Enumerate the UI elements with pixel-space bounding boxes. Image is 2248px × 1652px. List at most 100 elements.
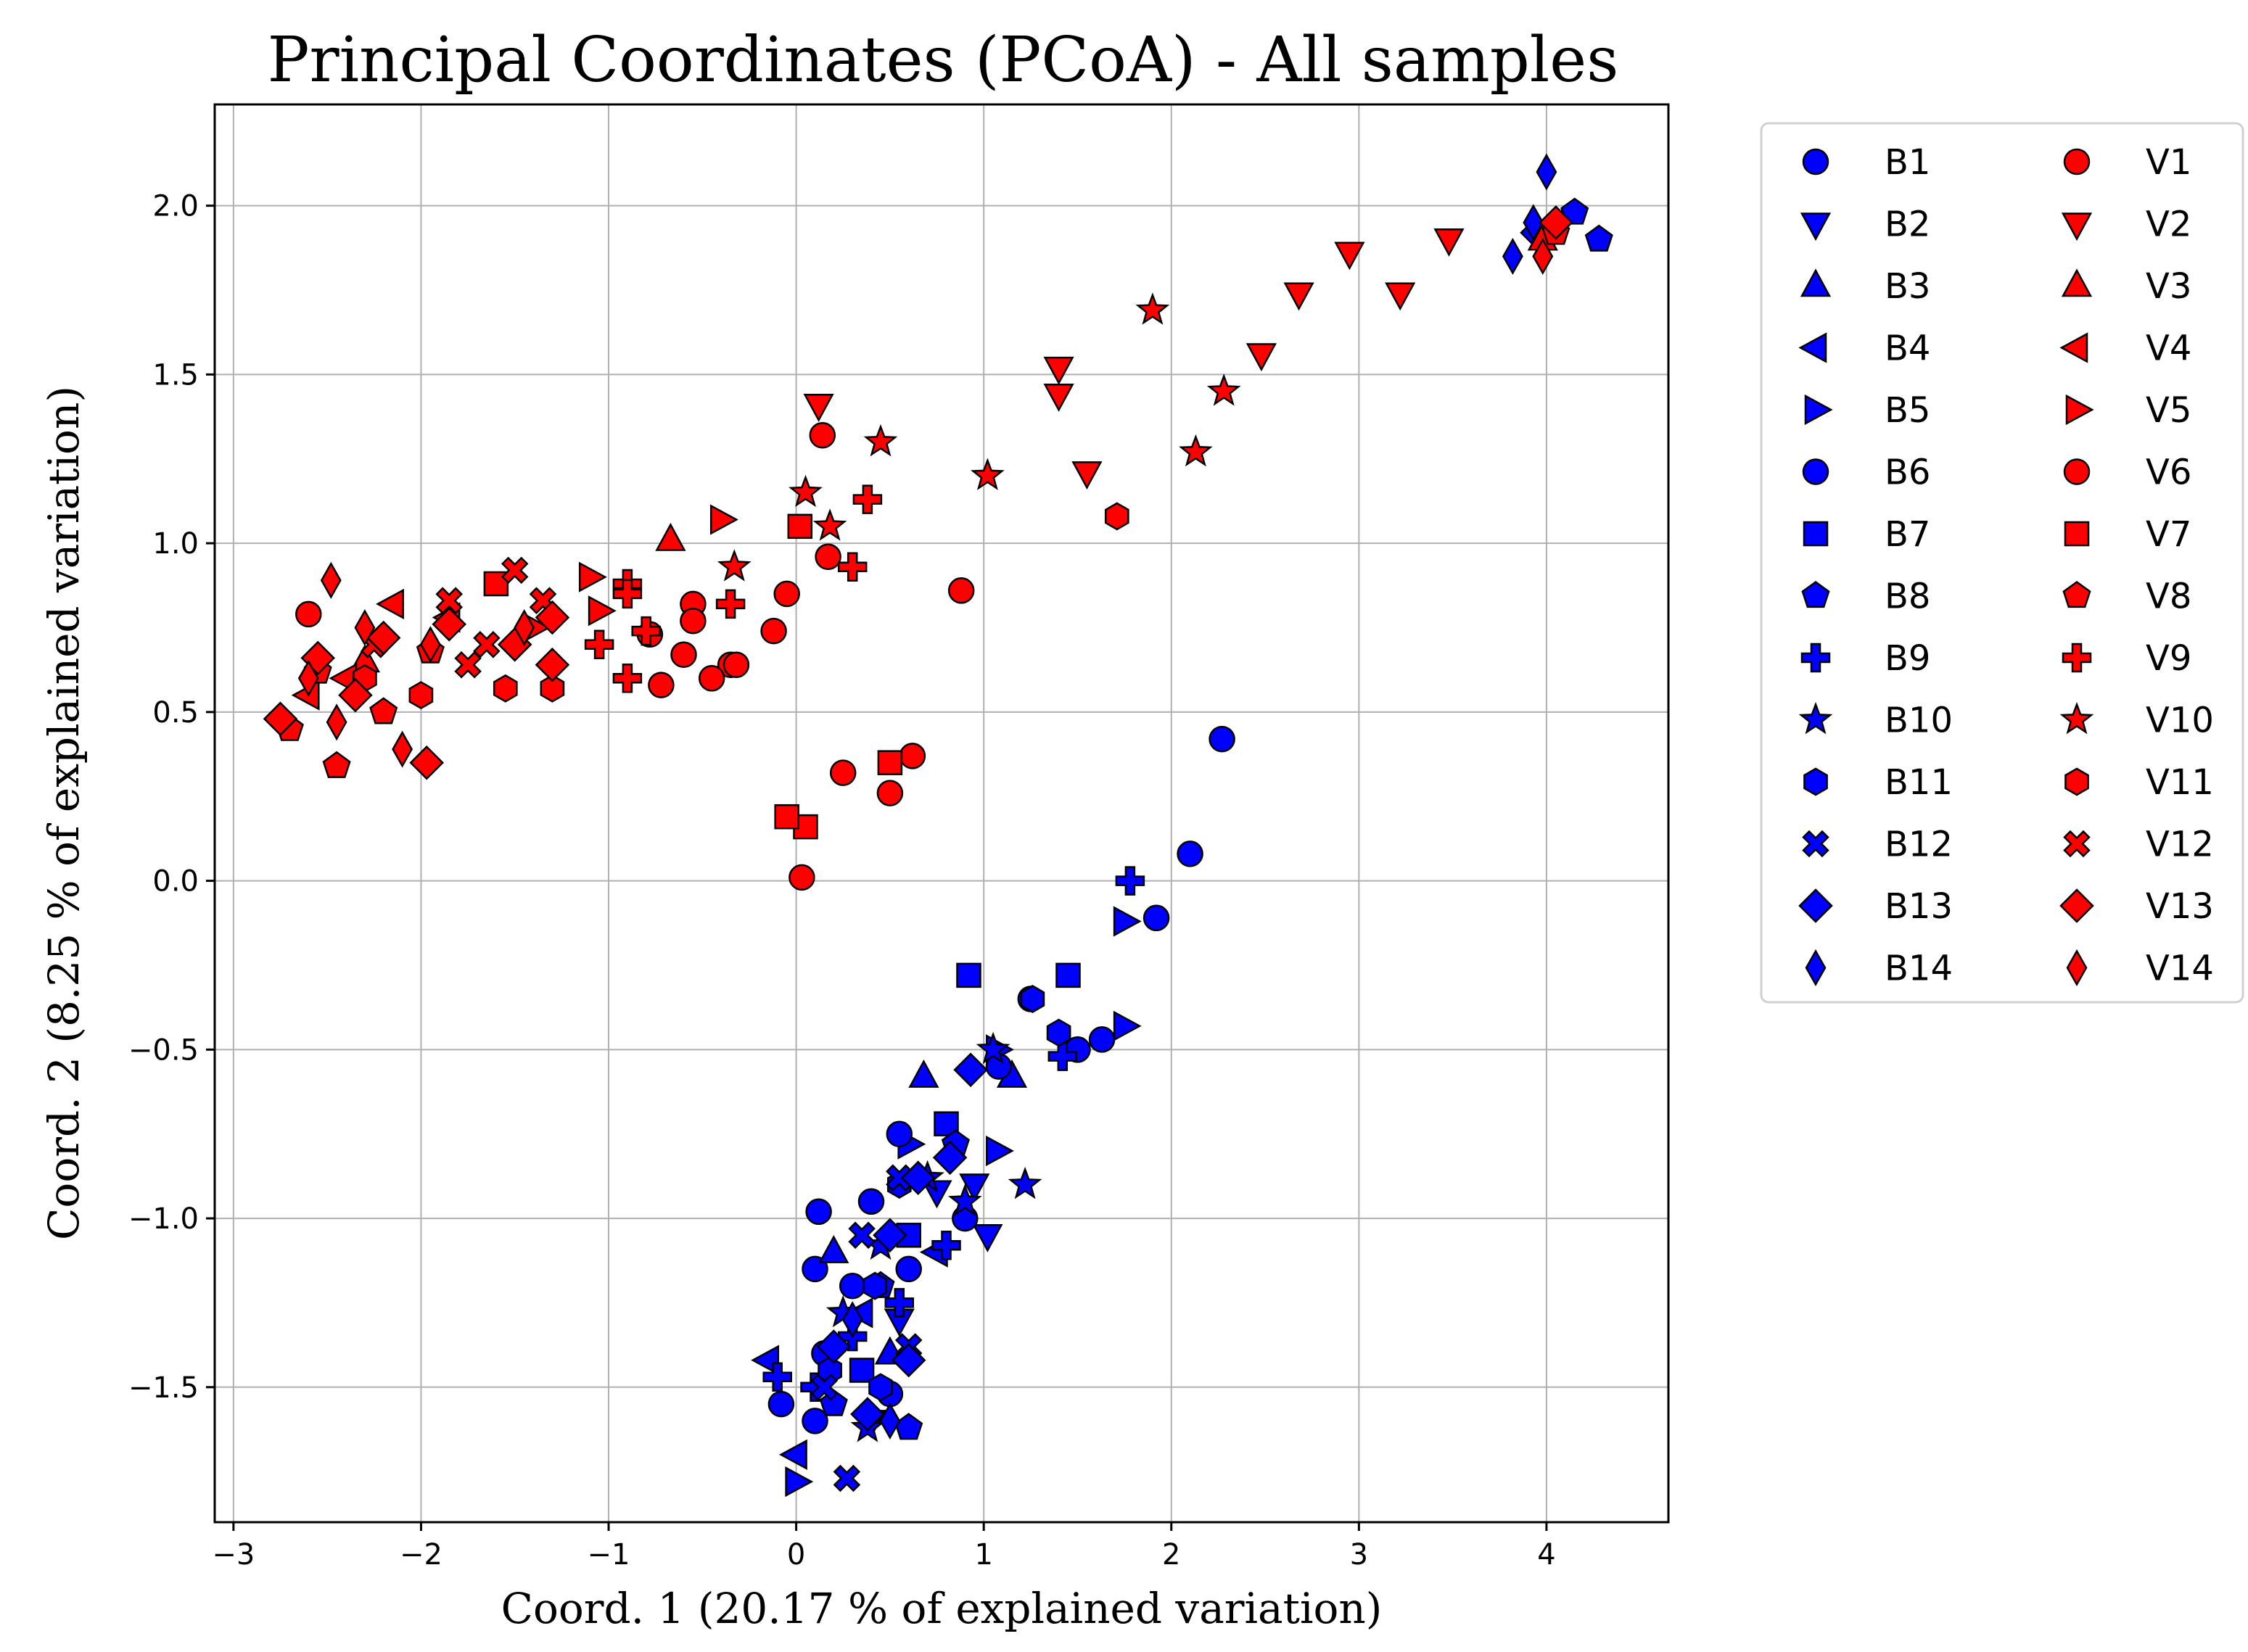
legend-label: V12 — [2146, 825, 2214, 865]
point-v8 — [322, 751, 351, 778]
legend-marker-b2 — [1800, 212, 1832, 241]
point-v2 — [1043, 356, 1074, 385]
point-b14 — [841, 1301, 863, 1339]
legend-item-v4: V4 — [2059, 329, 2191, 369]
legend-item-b1: B1 — [1802, 142, 1930, 183]
legend-marker-v1 — [2063, 148, 2091, 175]
series-v7 — [483, 513, 903, 840]
legend-label: V9 — [2146, 638, 2191, 679]
x-tick-label: 4 — [1537, 1538, 1555, 1572]
legend-item-v13: V13 — [2059, 886, 2214, 927]
point-b11 — [862, 1271, 888, 1300]
legend-item-v3: V3 — [2061, 266, 2191, 307]
point-v5 — [578, 561, 607, 592]
point-b14 — [1536, 153, 1557, 191]
legend-item-b6: B6 — [1802, 453, 1930, 493]
y-axis-label: Coord. 2 (8.25 % of explained variation) — [39, 386, 88, 1240]
point-b2 — [972, 1224, 1003, 1252]
point-b10 — [1008, 1166, 1042, 1199]
point-v9 — [837, 552, 868, 582]
point-v9 — [584, 629, 614, 660]
point-v8 — [369, 697, 398, 724]
series-b14 — [841, 153, 1557, 1440]
point-v10 — [789, 474, 823, 508]
point-v10 — [717, 549, 752, 582]
legend-marker-v7 — [2064, 521, 2090, 547]
point-v7 — [877, 750, 903, 775]
legend-item-b13: B13 — [1798, 886, 1953, 927]
point-b14 — [879, 1402, 901, 1440]
point-v14 — [419, 626, 441, 664]
point-b5 — [785, 1466, 814, 1498]
point-v2 — [1071, 461, 1103, 490]
legend-item-v5: V5 — [2065, 390, 2191, 431]
point-v6 — [722, 651, 750, 678]
point-b12 — [833, 1464, 861, 1492]
point-v11 — [540, 674, 565, 703]
point-v1 — [809, 421, 836, 449]
legend-item-v12: V12 — [2063, 825, 2214, 865]
point-v10 — [863, 424, 898, 457]
x-tick-label: −1 — [588, 1538, 630, 1572]
point-v13 — [409, 745, 444, 780]
legend-marker-v11 — [2064, 767, 2089, 796]
point-b2 — [959, 1173, 990, 1202]
legend-item-v11: V11 — [2064, 762, 2214, 803]
y-tick-label: −0.5 — [128, 1033, 199, 1067]
legend-label: V4 — [2146, 329, 2191, 369]
point-b11 — [868, 1373, 893, 1402]
point-v6 — [698, 665, 725, 692]
point-b8 — [1584, 224, 1613, 252]
point-v12 — [473, 631, 501, 658]
legend-item-v1: V1 — [2063, 142, 2191, 183]
legend-label: V7 — [2146, 514, 2191, 555]
legend-item-v7: V7 — [2064, 514, 2191, 555]
point-v9 — [612, 579, 643, 609]
series-v1 — [670, 421, 975, 891]
point-b7 — [956, 962, 981, 988]
point-b13 — [873, 1218, 907, 1253]
legend-item-v6: V6 — [2063, 453, 2191, 493]
legend-label: V14 — [2146, 949, 2214, 989]
legend-box — [1760, 122, 2244, 1004]
legend-item-b3: B3 — [1800, 266, 1930, 307]
x-tick-label: 0 — [787, 1538, 805, 1572]
point-v1 — [899, 743, 926, 769]
point-v1 — [829, 759, 857, 786]
point-b1 — [805, 1198, 832, 1226]
legend-label: V3 — [2146, 266, 2191, 307]
legend-label: B9 — [1885, 638, 1930, 679]
point-b5 — [986, 1135, 1014, 1167]
chart-title: Principal Coordinates (PCoA) - All sampl… — [268, 24, 1619, 96]
point-v13 — [366, 620, 401, 656]
point-b4 — [751, 1345, 780, 1376]
point-b1 — [1088, 1026, 1116, 1053]
legend-marker-v14 — [2066, 949, 2088, 987]
point-v10 — [812, 508, 847, 541]
legend-label: V2 — [2146, 205, 2191, 245]
series-v2 — [803, 228, 1465, 490]
legend-marker-b6 — [1802, 458, 1829, 485]
point-v2 — [1385, 282, 1416, 311]
legend-marker-v9 — [2062, 643, 2092, 673]
point-b13 — [850, 1397, 885, 1432]
legend-item-b7: B7 — [1803, 514, 1930, 555]
legend-marker-b4 — [1798, 332, 1827, 363]
legend-label: V1 — [2146, 142, 2191, 183]
point-b7 — [1055, 962, 1081, 988]
series-v8 — [275, 218, 1570, 778]
legend-item-v14: V14 — [2066, 949, 2214, 989]
point-b4 — [778, 1439, 807, 1471]
y-tick-label: −1.5 — [128, 1371, 199, 1405]
legend-label: V13 — [2146, 886, 2214, 927]
legend-label: B3 — [1885, 266, 1930, 307]
point-v6 — [648, 672, 675, 698]
grid-lines — [215, 104, 1668, 1522]
x-tick-label: 1 — [974, 1538, 992, 1572]
legend-label: V8 — [2146, 577, 2191, 617]
point-b11 — [1046, 1018, 1071, 1047]
point-b13 — [953, 1052, 988, 1088]
point-b5 — [1113, 906, 1142, 937]
x-axis-label: Coord. 1 (20.17 % of explained variation… — [501, 1584, 1383, 1633]
